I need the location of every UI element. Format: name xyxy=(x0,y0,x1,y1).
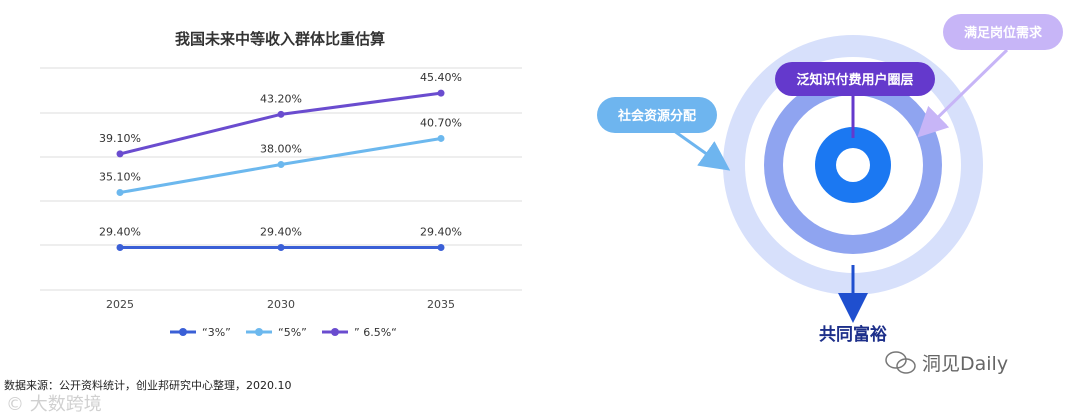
legend-label: “5%” xyxy=(278,326,307,339)
arrow-resources xyxy=(669,126,731,171)
data-point xyxy=(277,161,285,169)
x-tick-label: 2030 xyxy=(267,298,295,311)
legend-label: ” 6.5%“ xyxy=(354,326,397,339)
data-label: 29.40% xyxy=(260,226,302,239)
data-label: 29.40% xyxy=(420,226,462,239)
data-point xyxy=(116,244,124,252)
data-label: 40.70% xyxy=(420,116,462,129)
data-source-note: 数据来源：公开资料统计，创业邦研究中心整理，2020.10 xyxy=(4,379,292,392)
watermark-left: © 大数跨境 xyxy=(6,394,102,415)
data-label: 45.40% xyxy=(420,71,462,84)
concentric-diagram: 社会资源分配 泛知识付费用户圈层 满足岗位需求 共同富裕 洞见Daily xyxy=(597,14,1063,375)
pill-jobs: 满足岗位需求 xyxy=(943,14,1063,50)
legend-swatch-dot xyxy=(331,328,339,336)
data-point xyxy=(437,89,445,97)
pill-resources: 社会资源分配 xyxy=(597,97,717,133)
legend-swatch-dot xyxy=(255,328,263,336)
brand-watermark-text: 洞见Daily xyxy=(922,353,1008,375)
legend-swatch-dot xyxy=(179,328,187,336)
pill-users: 泛知识付费用户圈层 xyxy=(775,62,935,96)
data-label: 43.20% xyxy=(260,92,302,105)
wechat-icon xyxy=(885,351,916,374)
x-tick-label: 2025 xyxy=(106,298,134,311)
chart-title: 我国未来中等收入群体比重估算 xyxy=(174,30,385,48)
pill-users-label: 泛知识付费用户圈层 xyxy=(796,72,913,88)
inner-donut-hole xyxy=(836,148,870,182)
data-label: 38.00% xyxy=(260,143,302,156)
legend-label: “3%” xyxy=(202,326,231,339)
data-label: 29.40% xyxy=(99,226,141,239)
data-point xyxy=(277,110,285,118)
data-point xyxy=(116,150,124,158)
line-chart: 29.40% 29.40% 29.40% 35.10% 38.00% 40.70% 39.1… xyxy=(40,67,522,339)
goal-label: 共同富裕 xyxy=(819,324,887,345)
brand-watermark: 洞见Daily xyxy=(885,351,1008,375)
data-point xyxy=(277,244,285,252)
pill-resources-label: 社会资源分配 xyxy=(617,108,696,124)
x-tick-label: 2035 xyxy=(427,298,455,311)
data-point xyxy=(116,189,124,197)
data-label: 39.10% xyxy=(99,132,141,145)
arrow-jobs xyxy=(917,48,1009,138)
pill-jobs-label: 满足岗位需求 xyxy=(964,25,1043,41)
data-label: 35.10% xyxy=(99,171,141,184)
data-point xyxy=(437,134,445,142)
data-point xyxy=(437,244,445,252)
